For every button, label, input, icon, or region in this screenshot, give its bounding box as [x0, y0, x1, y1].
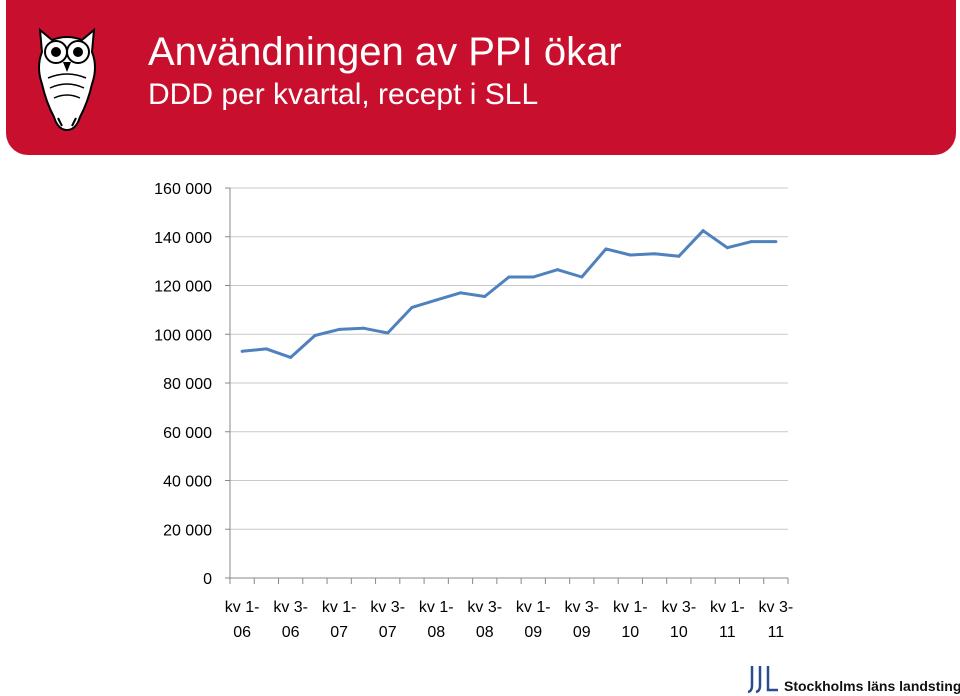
data-point [240, 349, 244, 353]
data-point [556, 268, 560, 272]
data-point [313, 333, 317, 337]
y-tick-label: 140 000 [154, 230, 212, 247]
data-point [531, 275, 535, 279]
x-tick-label: kv 1- [225, 599, 260, 616]
data-point [677, 254, 681, 258]
y-tick-label: 0 [203, 571, 212, 588]
x-tick-label: 08 [427, 624, 445, 641]
page-title: Användningen av PPI ökar [148, 30, 622, 74]
x-tick-label: 07 [330, 624, 348, 641]
data-point [361, 326, 365, 330]
data-point [337, 327, 341, 331]
x-tick-label: kv 3- [564, 599, 599, 616]
x-tick-label: 10 [670, 624, 688, 641]
logo-text: Stockholms läns landsting [784, 678, 960, 694]
y-tick-label: 60 000 [163, 425, 212, 442]
series-line [241, 229, 776, 359]
data-point [628, 253, 632, 257]
data-point [483, 294, 487, 298]
x-tick-label: kv 1- [516, 599, 551, 616]
owl-icon [32, 22, 102, 132]
data-point [289, 355, 293, 359]
y-tick-label: 120 000 [154, 279, 212, 296]
x-tick-label: kv 3- [273, 599, 308, 616]
x-tick-label: 06 [233, 624, 251, 641]
data-point [653, 252, 657, 256]
x-tick-label: 09 [524, 624, 542, 641]
x-tick-label: kv 1- [710, 599, 745, 616]
data-point [604, 247, 608, 251]
data-point [507, 275, 511, 279]
x-tick-label: 06 [282, 624, 300, 641]
page-subtitle: DDD per kvartal, recept i SLL [148, 78, 539, 111]
x-tick-label: 08 [476, 624, 494, 641]
x-tick-label: kv 1- [322, 599, 357, 616]
x-tick-label: kv 1- [613, 599, 648, 616]
data-point [434, 298, 438, 302]
ppi-line-chart: 0 20 000 40 000 60 000 80 000 100 000 120 000 1… [154, 181, 794, 641]
data-point [410, 305, 414, 309]
x-tick-label: 11 [719, 624, 736, 641]
data-point [774, 240, 778, 244]
data-point [701, 229, 705, 233]
x-tick-label: kv 1- [419, 599, 454, 616]
x-tick-label: kv 3- [370, 599, 405, 616]
x-tick-label: 07 [379, 624, 397, 641]
y-tick-label: 160 000 [154, 181, 212, 198]
sll-logo: Stockholms läns landsting [748, 664, 960, 694]
data-point [750, 240, 754, 244]
y-tick-label: 20 000 [163, 522, 212, 539]
data-point [264, 347, 268, 351]
data-point [580, 275, 584, 279]
y-tick-label: 40 000 [163, 474, 212, 491]
sll-logo-icon [748, 666, 778, 694]
x-tick-label: 09 [573, 624, 591, 641]
y-tick-label: 80 000 [163, 376, 212, 393]
x-tick-label: kv 3- [467, 599, 502, 616]
x-tick-label: 11 [768, 624, 785, 641]
data-point [458, 291, 462, 295]
x-tick-label: 10 [621, 624, 639, 641]
x-tick-label: kv 3- [661, 599, 696, 616]
x-tick-label: kv 3- [759, 599, 794, 616]
header-banner [6, 0, 956, 155]
y-tick-label: 100 000 [154, 327, 212, 344]
data-point [725, 246, 729, 250]
data-point [386, 331, 390, 335]
